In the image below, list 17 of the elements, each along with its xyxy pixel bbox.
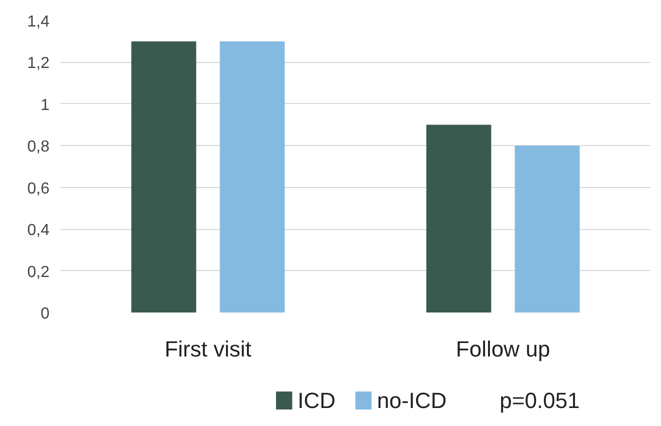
y-tick-label: 0,4 <box>27 222 50 240</box>
y-tick-label: 0,2 <box>27 264 50 281</box>
bar <box>131 41 196 312</box>
y-tick-label: 0 <box>40 306 50 322</box>
bar <box>220 41 285 312</box>
text: p=0.051 <box>500 388 580 413</box>
legend-label: ICD <box>298 388 336 413</box>
bar <box>514 146 580 312</box>
y-tick-label: 1 <box>40 96 50 114</box>
legend-label: no-ICD <box>376 388 447 413</box>
y-tick-label: 1,4 <box>27 14 50 30</box>
y-tick-label: 0,6 <box>27 180 50 198</box>
y-tick-label: 1,2 <box>27 55 50 72</box>
x-tick-label: Follow up <box>456 336 550 362</box>
y-tick-label: 0,8 <box>27 138 50 156</box>
bar <box>426 124 492 312</box>
x-tick-label: First visit <box>164 336 252 362</box>
